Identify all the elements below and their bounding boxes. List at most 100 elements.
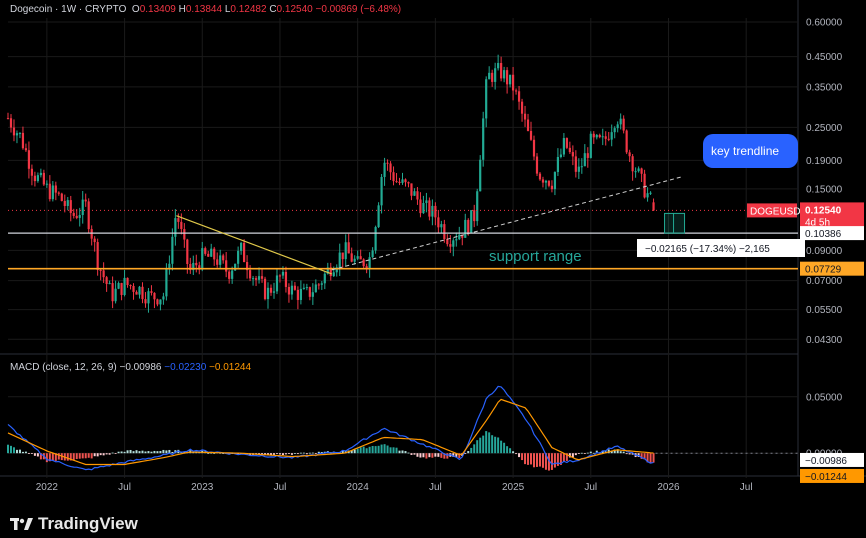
measure-tooltip — [637, 239, 805, 257]
candles — [6, 54, 655, 313]
macd-histogram-bar — [45, 453, 48, 463]
key-trendline[interactable] — [331, 176, 683, 271]
candle-body — [437, 217, 440, 228]
candle-body — [622, 118, 625, 131]
candle-body — [159, 299, 162, 305]
candle-body — [335, 267, 338, 273]
macd-histogram-bar — [275, 453, 278, 454]
symbol-header: Dogecoin · 1W · CRYPTO O0.13409 H0.13844… — [10, 4, 402, 15]
macd-histogram-bar — [362, 446, 365, 454]
macd-histogram-bar — [437, 453, 440, 457]
candle-body — [494, 68, 497, 82]
macd-histogram-bar — [84, 453, 87, 459]
candle-body — [395, 181, 398, 183]
candle-body — [135, 291, 138, 295]
measure-tooltip-text: −0.02165 (−17.34%) −2,165 — [645, 244, 770, 255]
candle-body — [48, 183, 51, 200]
macd-histogram-bar — [281, 453, 284, 456]
macd-histogram-bar — [646, 453, 649, 463]
price-chart[interactable]: key trendline support range −0.02165 (−17.… — [0, 0, 866, 510]
macd-histogram-bar — [580, 452, 583, 454]
macd-histogram-bar — [443, 453, 446, 459]
macd-histogram-bar — [577, 453, 580, 454]
tradingview-logo[interactable]: TradingView — [10, 514, 138, 534]
macd-histogram-bar — [506, 446, 509, 454]
candle-body — [610, 132, 613, 140]
candle-body — [571, 152, 574, 157]
macd-histogram-bar — [553, 453, 556, 468]
macd-histogram-bar — [410, 453, 413, 455]
interval[interactable]: 1W — [61, 4, 77, 15]
candle-body — [598, 134, 601, 138]
candle-body — [240, 242, 243, 251]
macd-histogram-bar — [48, 453, 51, 462]
macd-histogram-bar — [631, 453, 634, 455]
macd-histogram-bar — [272, 453, 275, 455]
macd-histogram-bar — [622, 451, 625, 454]
candle-body — [51, 185, 54, 200]
candle-body — [476, 191, 479, 222]
candle-body — [640, 168, 643, 174]
macd-tick-label: 0.05000 — [806, 392, 843, 403]
ticker-tag[interactable] — [747, 203, 797, 218]
macd-histogram-bar — [12, 447, 15, 454]
macd-histogram-bar — [132, 451, 135, 454]
candle-body — [78, 215, 81, 218]
macd-histogram-bar — [18, 449, 21, 454]
candle-body — [616, 124, 619, 129]
candle-body — [410, 183, 413, 196]
macd-line[interactable] — [7, 385, 654, 471]
y-tick-label: 0.60000 — [806, 17, 843, 28]
macd-histogram-bar — [159, 451, 162, 454]
macd-histogram-bar — [386, 445, 389, 454]
macd-histogram-bar — [33, 453, 36, 456]
macd-histogram-bar — [93, 453, 96, 457]
candle-body — [523, 113, 527, 120]
candle-body — [81, 199, 84, 216]
candle-body — [482, 118, 485, 160]
descending-trendline[interactable] — [176, 215, 332, 275]
candle-body — [18, 132, 22, 134]
signal-value: −0.02230 — [164, 362, 207, 373]
macd-histogram-bar — [368, 446, 371, 454]
macd-histogram-bar — [428, 453, 431, 458]
macd-label: MACD (close, 12, 26, 9) — [10, 362, 117, 373]
key-trendline-label: key trendline — [711, 144, 779, 158]
candle-body — [508, 74, 512, 85]
candle-body — [144, 299, 147, 304]
y-tick-label: 0.25000 — [806, 123, 843, 134]
bar-countdown: 4d 5h — [805, 217, 830, 228]
macd-histogram-bar — [440, 453, 443, 458]
candle-body — [649, 192, 652, 194]
key-trendline-callout[interactable] — [703, 134, 798, 168]
macd-histogram-bar — [640, 453, 643, 459]
macd-histogram-bar — [509, 448, 512, 454]
macd-header[interactable]: MACD (close, 12, 26, 9) −0.00986 −0.0223… — [10, 362, 251, 373]
macd-histogram-bar — [473, 444, 476, 454]
candle-body — [488, 72, 491, 80]
open-label: O — [131, 4, 140, 15]
macd-histogram-bar — [117, 451, 120, 454]
macd-histogram-bar — [87, 453, 90, 458]
macd-histogram-bar — [374, 446, 377, 454]
signal-line[interactable] — [7, 398, 654, 466]
macd-histogram-bar — [36, 453, 39, 457]
candle-body — [138, 286, 141, 295]
candle-body — [275, 275, 279, 292]
measure-box[interactable] — [664, 212, 686, 234]
candle-body — [201, 248, 204, 270]
symbol-name[interactable]: Dogecoin — [10, 4, 53, 15]
candle-body — [228, 271, 231, 279]
macd-histogram-bar — [470, 447, 473, 454]
candle-body — [96, 242, 99, 270]
ticker-tag-label: DOGEUSD — [750, 206, 801, 217]
macd-histogram-bar — [568, 453, 571, 458]
candle-body — [535, 156, 539, 174]
macd-histogram-bar — [359, 447, 362, 454]
candle-body — [171, 236, 174, 264]
candle-body — [87, 201, 90, 230]
candle-body — [577, 166, 580, 172]
macd-histogram-bar — [562, 453, 565, 462]
macd-histogram-bar — [102, 453, 105, 456]
macd-histogram-bar — [81, 453, 84, 459]
